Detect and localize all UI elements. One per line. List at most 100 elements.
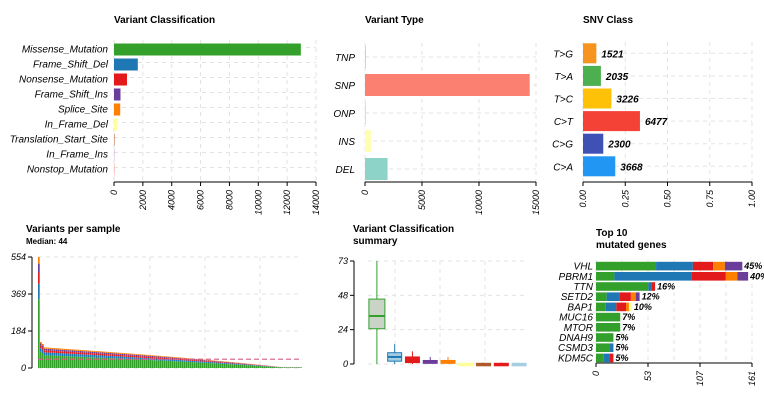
sample-bar-segment [258,365,260,368]
sample-bar-segment [180,358,182,360]
x-tick-label: 0 [360,190,370,195]
snv-class-title: SNV Class [583,15,633,26]
sample-bar-segment [82,352,84,355]
sample-bar-segment [244,364,246,366]
sample-bar-segment [94,350,96,352]
sample-bar-segment [48,350,50,353]
sample-bar-segment [180,360,182,362]
x-tick-label: 0 [109,190,119,195]
sample-bar-segment [152,360,154,368]
sample-bar-segment [62,356,64,368]
sample-bar-segment [210,362,212,364]
sample-bar-segment [50,355,52,368]
sample-bar-segment [118,358,120,368]
sample-bar-segment [60,348,62,350]
sample-bar-segment [202,362,204,368]
sample-bar-segment [114,354,116,357]
gene-percent-label: 12% [642,292,660,302]
sample-bar-segment [64,349,66,352]
sample-bar-segment [100,355,102,358]
sample-bar-segment [144,354,146,356]
sample-bar-segment [218,361,220,362]
gene-bar-segment [596,312,621,322]
sample-bar-segment [100,351,102,353]
sample-bar-segment [136,359,138,368]
sample-bar-segment [138,355,140,357]
snv-class-label: C>T [554,117,574,128]
sample-bar-segment [236,364,238,368]
sample-bar-segment [164,357,166,360]
sample-bar-segment [50,347,52,350]
sample-bar-segment [38,257,40,264]
sample-bar-segment [122,353,124,356]
category-label: ONP [333,109,355,120]
sample-bar-segment [104,355,106,358]
gene-bar-segment [616,302,627,312]
sample-bar-segment [230,362,232,364]
sample-bar-segment [80,354,82,357]
sample-bar-segment [148,359,150,368]
sample-bar-segment [104,357,106,368]
x-tick-label: 107 [695,370,705,386]
sample-bar-segment [216,362,218,364]
sample-bar-segment [48,347,50,349]
sample-bar-segment [174,361,176,368]
sample-bar-segment [168,359,170,361]
sample-bar-segment [242,364,244,368]
y-tick-label: 0 [21,363,26,373]
sample-bar-segment [224,362,226,364]
sample-bar-segment [180,357,182,359]
bar [583,156,616,177]
sample-bar-segment [136,357,138,360]
sample-bar-segment [246,364,248,366]
bar [365,102,366,124]
category-label: Nonstop_Mutation [27,165,109,176]
top10-title-line2: mutated genes [596,240,667,251]
sample-bar-segment [216,361,218,362]
sample-bar-segment [134,357,136,360]
gene-label: KDM5C [558,353,594,364]
sample-bar-segment [138,357,140,360]
variant-type-panel: Variant Type TNP SNP ONP INS DEL 0 5000 10000 15… [333,15,541,215]
sample-bar-segment [56,355,58,368]
sample-bar-segment [54,348,56,350]
sample-bar-segment [102,355,104,358]
sample-bar-segment [98,351,100,353]
sample-bar-segment [40,351,42,368]
variant-type-title: Variant Type [365,15,424,26]
sample-bar-segment [184,360,186,362]
sample-bar-segment [190,359,192,361]
sample-bar-segment [106,357,108,368]
sample-bar-segment [40,345,42,349]
sample-bar-segment [66,351,68,354]
sample-bar-segment [96,353,98,356]
gene-label: BAP1 [567,302,593,313]
sample-bar-segment [72,350,74,352]
sample-bar-segment [126,353,128,355]
sample-bar-segment [138,354,140,356]
sample-bar-segment [46,355,48,368]
variants-per-sample-median: Median: 44 [26,237,68,246]
sample-bar-segment [44,350,46,353]
sample-bar-segment [140,359,142,368]
x-tick-label: 12000 [282,190,292,215]
count-label: 3668 [620,162,643,173]
sample-bar-segment [80,356,82,368]
sample-bar-segment [162,357,164,359]
sample-bar-segment [60,353,62,356]
sample-bar-segment [196,359,198,361]
sample-bar-segment [186,360,188,362]
sample-bar-segment [74,356,76,368]
sample-bar-segment [210,361,212,363]
sample-bar-segment [160,356,162,358]
sample-bar-segment [42,347,44,350]
snv-class-label: T>C [554,95,574,106]
sample-bar-segment [188,360,190,362]
sample-bar-segment [200,360,202,362]
sample-bar-segment [238,363,240,365]
sample-bar-segment [122,352,124,354]
sample-bar-segment [130,354,132,356]
sample-bar-segment [224,362,226,363]
sample-bar-segment [248,364,250,366]
sample-bar-segment [200,361,202,363]
